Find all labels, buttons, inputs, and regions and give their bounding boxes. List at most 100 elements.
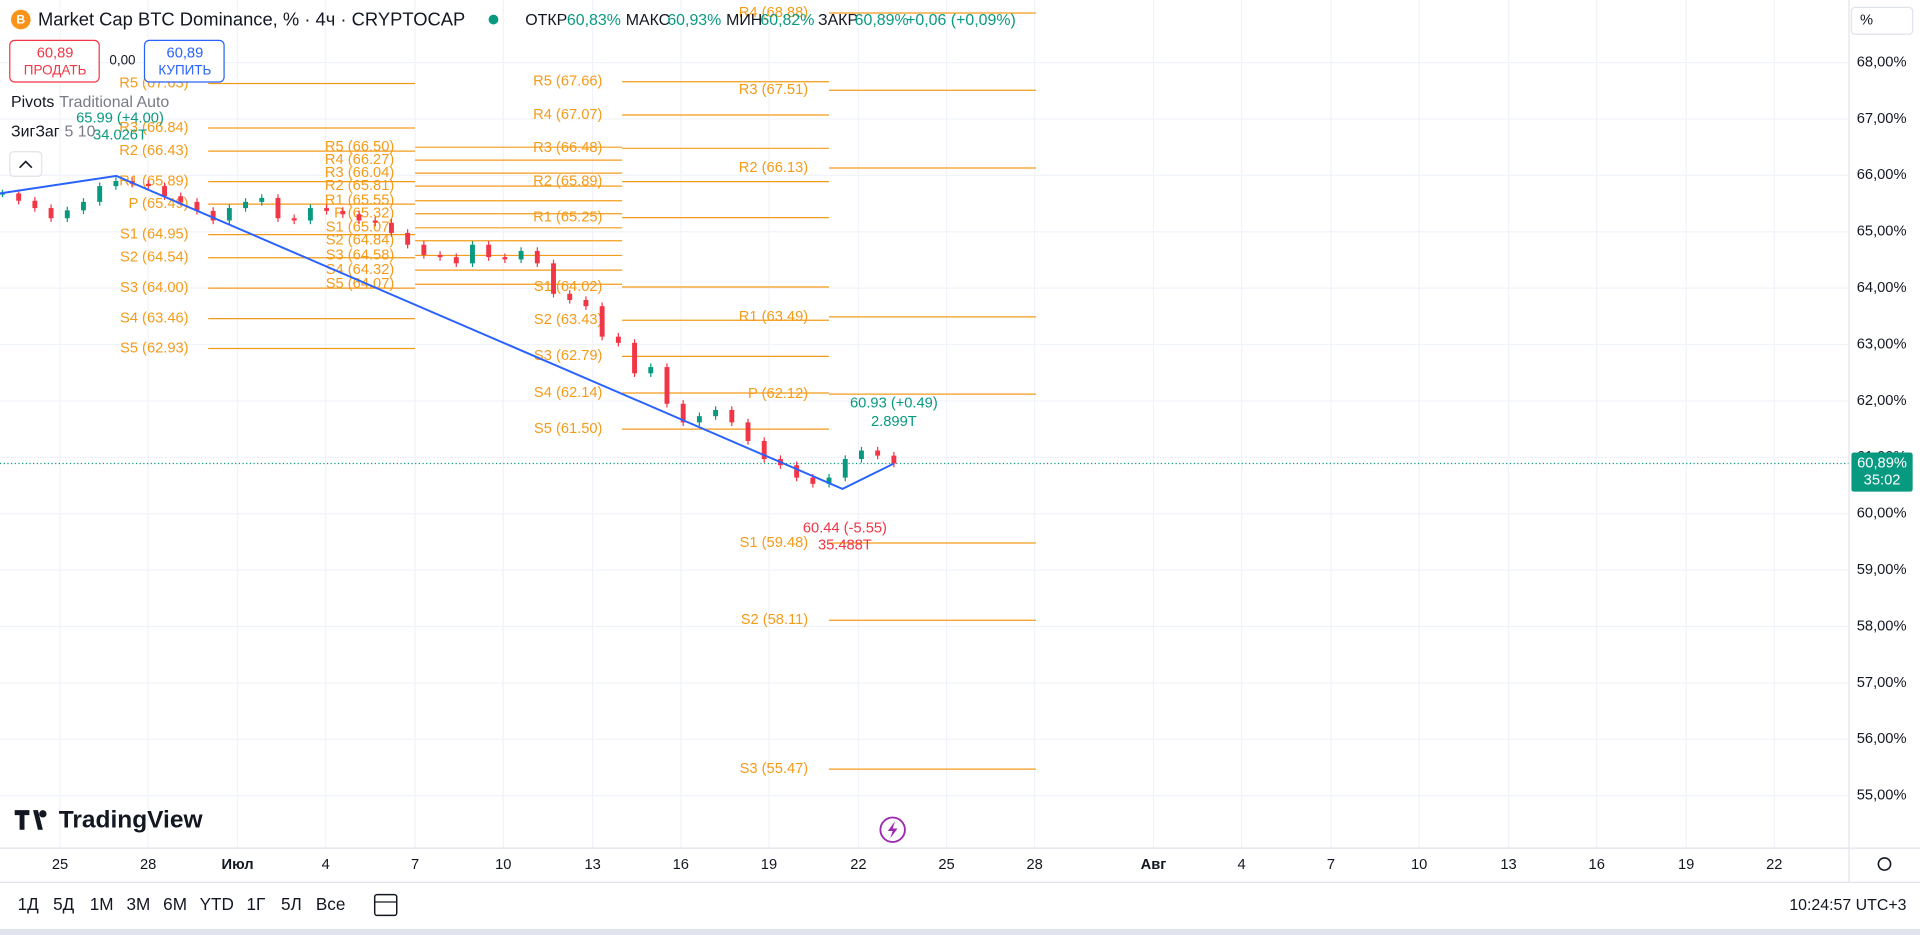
market-status[interactable] — [488, 14, 499, 25]
y-tick-label: 63,00% — [1857, 336, 1907, 352]
price-badge-value: 60,89% — [1857, 455, 1907, 471]
pivot-label: R2 (65.81) — [325, 178, 394, 194]
scale-mode[interactable]: % — [1860, 13, 1873, 29]
countdown: 35:02 — [1864, 473, 1901, 489]
clock[interactable]: 10:24:57 UTC+3 — [1789, 897, 1906, 914]
sell-label[interactable]: ПРОДАТЬ — [24, 63, 87, 78]
candle — [551, 263, 556, 294]
candle — [307, 208, 313, 221]
candle — [599, 306, 605, 337]
candle — [145, 183, 151, 187]
grid — [0, 0, 1849, 849]
events-glyph[interactable] — [887, 821, 898, 839]
zigzag-change: 60.93 (+0.49) — [850, 396, 938, 412]
buy-button[interactable] — [143, 39, 225, 83]
candle — [48, 208, 54, 219]
candle — [97, 186, 103, 202]
candle — [259, 197, 265, 202]
bottom-strip — [0, 928, 1920, 935]
candle — [810, 477, 816, 484]
date-range-icon[interactable] — [373, 893, 398, 917]
pivot-label: S1 (59.48) — [740, 535, 809, 551]
timeframe-button[interactable]: 1М — [90, 894, 114, 914]
pivot-label: S2 (64.54) — [120, 250, 189, 266]
pivot-label: S5 (64.07) — [326, 276, 395, 292]
candle — [680, 403, 686, 423]
pivot-label: S1 (64.95) — [120, 226, 189, 242]
candle — [405, 232, 411, 245]
pivot-label: R4 (67.07) — [533, 107, 602, 123]
timeframe-button[interactable]: 1Г — [247, 894, 266, 914]
timeframe-button[interactable]: 5Л — [281, 894, 302, 914]
x-tick-label: 7 — [411, 857, 419, 873]
scale-button[interactable] — [1850, 6, 1914, 35]
candle — [632, 342, 638, 374]
ohlc-value: 60,89% — [855, 12, 909, 29]
x-tick-label: 13 — [584, 857, 600, 873]
candle — [32, 200, 38, 209]
symbol-title[interactable]: Market Cap BTC Dominance, % · 4ч · CRYPT… — [38, 9, 465, 30]
ohlc-value: 60,83% — [567, 12, 621, 29]
candle — [64, 210, 70, 219]
indicator-name[interactable]: ЗигЗаг — [11, 123, 60, 140]
x-tick-label: 19 — [1678, 857, 1694, 873]
ohlc-value: 60,82% — [760, 12, 814, 29]
y-tick-label: 56,00% — [1857, 731, 1907, 747]
indicator-params[interactable]: 5 10 — [64, 123, 95, 140]
pivot-label: S4 (63.46) — [120, 310, 189, 326]
y-tick-label: 68,00% — [1857, 54, 1907, 70]
collapse-icon[interactable] — [19, 160, 33, 169]
collapse-button[interactable] — [9, 151, 43, 177]
sell-button[interactable] — [9, 39, 100, 83]
candle — [567, 293, 573, 300]
x-tick-label: 25 — [938, 857, 954, 873]
buy-price[interactable]: 60,89 — [167, 46, 204, 62]
sell-price[interactable]: 60,89 — [37, 46, 74, 62]
y-tick-label: 55,00% — [1857, 788, 1907, 804]
pivot-label: P (62.12) — [748, 386, 808, 402]
indicator-name[interactable]: Pivots — [11, 94, 54, 111]
ohlc-key: МИН — [726, 12, 762, 29]
y-tick-label: 64,00% — [1857, 280, 1907, 296]
candle — [421, 244, 427, 255]
x-tick-label: 28 — [1027, 857, 1043, 873]
settings-icon[interactable] — [1877, 857, 1892, 871]
y-tick-label: 57,00% — [1857, 675, 1907, 691]
brand-logo — [14, 810, 43, 830]
zigzag-volume: 35.488T — [818, 538, 872, 554]
timeframe-button[interactable]: 6М — [163, 894, 187, 914]
ohlc-value: 60,93% — [667, 12, 721, 29]
x-tick-label: 7 — [1327, 857, 1335, 873]
ohlc-key: ЗАКР — [818, 12, 858, 29]
candle — [891, 455, 897, 464]
pivot-label: S4 (62.14) — [534, 385, 603, 401]
y-tick-label: 67,00% — [1857, 111, 1907, 127]
x-tick-label: 22 — [850, 857, 866, 873]
timeframe-button[interactable]: 1Д — [18, 894, 40, 914]
timeframe-button[interactable]: 5Д — [53, 894, 75, 914]
pivot-label: R2 (65.89) — [533, 173, 602, 189]
x-tick-label: 4 — [1238, 857, 1246, 873]
pivot-label: R4 (68.88) — [739, 5, 808, 21]
candle — [243, 201, 249, 209]
candle — [453, 257, 459, 264]
zigzag-change: 65.99 (+4.00) — [76, 111, 164, 127]
indicator-params[interactable]: Traditional Auto — [59, 94, 169, 111]
candle — [437, 254, 443, 258]
x-tick-label: 10 — [1411, 857, 1427, 873]
candle — [486, 244, 492, 258]
timeframe-button[interactable]: YTD — [200, 894, 234, 914]
timeframe-button[interactable]: 3М — [126, 894, 150, 914]
candle — [583, 299, 589, 307]
buy-label[interactable]: КУПИТЬ — [158, 63, 211, 78]
price-badge — [1851, 452, 1913, 492]
price-change: +0,06 (+0,09%) — [906, 12, 1016, 29]
icon-glyph: B — [16, 12, 25, 26]
candle — [356, 214, 362, 221]
candle — [502, 257, 508, 260]
x-tick-label: 16 — [1589, 857, 1605, 873]
timeframe-button[interactable]: Все — [316, 894, 346, 914]
